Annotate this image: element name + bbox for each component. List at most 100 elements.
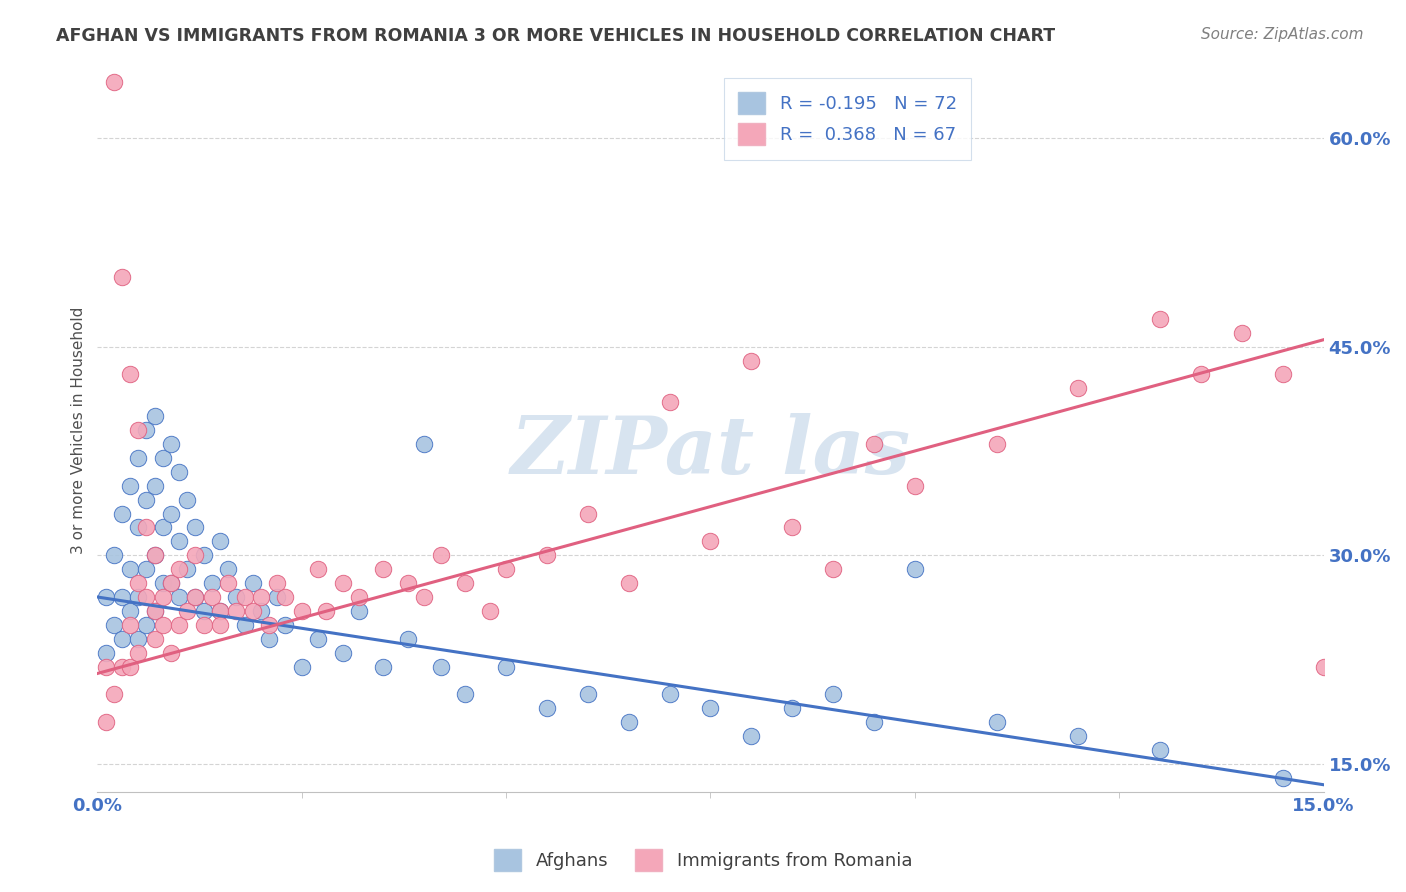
- Point: [167, 534, 190, 549]
- Point: [658, 687, 681, 701]
- Point: [135, 492, 157, 507]
- Point: [250, 590, 273, 604]
- Point: [242, 604, 264, 618]
- Point: [118, 617, 141, 632]
- Point: [143, 549, 166, 563]
- Point: [143, 632, 166, 646]
- Point: [429, 549, 451, 563]
- Point: [740, 353, 762, 368]
- Point: [307, 562, 329, 576]
- Point: [111, 632, 134, 646]
- Point: [127, 632, 149, 646]
- Point: [152, 576, 174, 591]
- Point: [478, 604, 501, 618]
- Point: [1271, 368, 1294, 382]
- Point: [274, 590, 297, 604]
- Point: [332, 646, 354, 660]
- Point: [160, 576, 183, 591]
- Text: AFGHAN VS IMMIGRANTS FROM ROMANIA 3 OR MORE VEHICLES IN HOUSEHOLD CORRELATION CH: AFGHAN VS IMMIGRANTS FROM ROMANIA 3 OR M…: [56, 27, 1056, 45]
- Point: [1149, 311, 1171, 326]
- Point: [160, 437, 183, 451]
- Point: [863, 715, 886, 730]
- Point: [291, 659, 314, 673]
- Point: [201, 576, 224, 591]
- Point: [576, 687, 599, 701]
- Point: [225, 604, 247, 618]
- Point: [373, 562, 395, 576]
- Point: [291, 604, 314, 618]
- Point: [347, 604, 370, 618]
- Point: [135, 520, 157, 534]
- Point: [167, 465, 190, 479]
- Point: [103, 549, 125, 563]
- Point: [1067, 729, 1090, 743]
- Point: [396, 632, 419, 646]
- Point: [152, 617, 174, 632]
- Point: [823, 687, 845, 701]
- Point: [396, 576, 419, 591]
- Point: [233, 617, 256, 632]
- Point: [740, 729, 762, 743]
- Point: [413, 437, 436, 451]
- Point: [208, 617, 231, 632]
- Point: [347, 590, 370, 604]
- Point: [208, 604, 231, 618]
- Point: [193, 549, 215, 563]
- Point: [217, 562, 239, 576]
- Point: [699, 701, 721, 715]
- Point: [127, 576, 149, 591]
- Point: [863, 437, 886, 451]
- Point: [1271, 771, 1294, 785]
- Point: [780, 701, 803, 715]
- Point: [111, 507, 134, 521]
- Point: [904, 479, 927, 493]
- Point: [94, 659, 117, 673]
- Point: [127, 590, 149, 604]
- Point: [1189, 368, 1212, 382]
- Point: [94, 715, 117, 730]
- Point: [454, 576, 477, 591]
- Point: [1149, 743, 1171, 757]
- Point: [904, 562, 927, 576]
- Point: [1230, 326, 1253, 340]
- Point: [127, 646, 149, 660]
- Point: [135, 617, 157, 632]
- Point: [315, 604, 337, 618]
- Point: [103, 687, 125, 701]
- Point: [160, 576, 183, 591]
- Point: [307, 632, 329, 646]
- Point: [780, 520, 803, 534]
- Point: [103, 75, 125, 89]
- Point: [135, 590, 157, 604]
- Point: [184, 590, 207, 604]
- Point: [176, 562, 198, 576]
- Point: [986, 437, 1008, 451]
- Point: [658, 395, 681, 409]
- Point: [373, 659, 395, 673]
- Point: [94, 646, 117, 660]
- Point: [413, 590, 436, 604]
- Point: [152, 450, 174, 465]
- Point: [332, 576, 354, 591]
- Point: [143, 604, 166, 618]
- Point: [118, 479, 141, 493]
- Point: [495, 659, 517, 673]
- Point: [184, 590, 207, 604]
- Point: [167, 590, 190, 604]
- Point: [176, 492, 198, 507]
- Point: [208, 604, 231, 618]
- Point: [111, 270, 134, 285]
- Point: [495, 562, 517, 576]
- Point: [111, 659, 134, 673]
- Point: [266, 590, 288, 604]
- Text: ZIPat las: ZIPat las: [510, 413, 911, 491]
- Point: [429, 659, 451, 673]
- Point: [143, 604, 166, 618]
- Point: [160, 646, 183, 660]
- Point: [184, 549, 207, 563]
- Point: [167, 562, 190, 576]
- Point: [454, 687, 477, 701]
- Point: [193, 604, 215, 618]
- Y-axis label: 3 or more Vehicles in Household: 3 or more Vehicles in Household: [72, 307, 86, 554]
- Point: [1067, 381, 1090, 395]
